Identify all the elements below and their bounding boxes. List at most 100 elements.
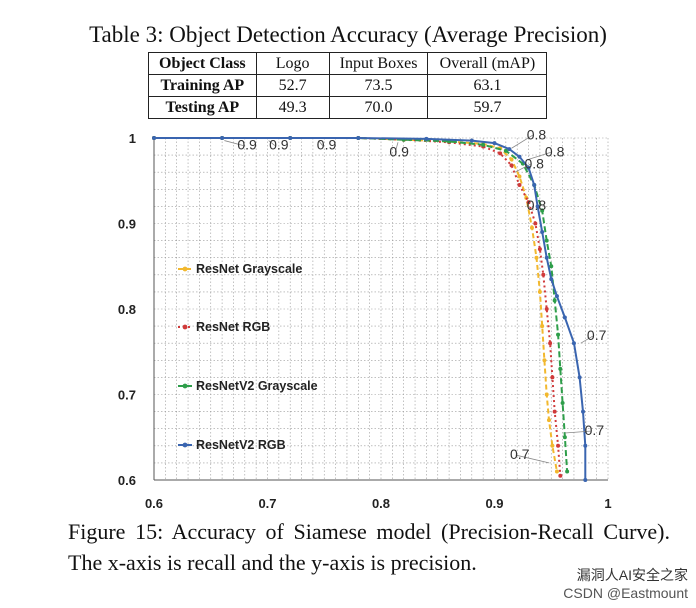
- annotation-label: 0.8: [527, 197, 547, 213]
- series-point-1: [541, 272, 546, 277]
- series-point-2: [560, 401, 565, 406]
- annotation-label: 0.7: [587, 327, 607, 343]
- series-point-3: [571, 341, 576, 346]
- annotation-pointer: [564, 430, 591, 434]
- series-point-1: [552, 409, 557, 414]
- cell-logo: 49.3: [255, 96, 330, 119]
- row-label: Training AP: [148, 74, 257, 97]
- series-point-0: [544, 392, 549, 397]
- series-point-3: [152, 136, 156, 140]
- x-tick-label: 1: [604, 496, 611, 511]
- series-point-1: [509, 163, 514, 168]
- annotation-label: 0.9: [389, 143, 409, 159]
- legend-marker-1: [182, 324, 188, 330]
- figure-caption: Figure 15: Accuracy of Siamese model (Pr…: [68, 519, 670, 575]
- cell-input-boxes: 73.5: [328, 74, 429, 97]
- watermark: 漏洞人AI安全之家 CSDN @Eastmount: [563, 566, 688, 602]
- legend-marker-2: [182, 383, 188, 389]
- annotation-pointer: [394, 142, 399, 153]
- x-tick-label: 0.8: [372, 496, 390, 511]
- annotation-pointer: [268, 140, 276, 146]
- annotation-label: 0.9: [269, 137, 289, 153]
- series-point-3: [540, 230, 545, 235]
- series-point-3: [517, 154, 522, 159]
- y-tick-label: 0.7: [118, 388, 136, 403]
- annotation-label: 0.7: [585, 422, 605, 438]
- x-tick-label: 0.7: [258, 496, 276, 511]
- series-point-1: [526, 200, 531, 205]
- annotation-pointer: [515, 454, 550, 464]
- series-point-2: [565, 469, 570, 474]
- watermark-line-2: CSDN @Eastmount: [563, 585, 688, 601]
- cell-overall: 59.7: [427, 96, 548, 119]
- series-point-3: [554, 294, 559, 299]
- y-tick-label: 0.9: [118, 217, 136, 232]
- series-point-2: [540, 208, 545, 213]
- series-point-1: [558, 473, 563, 478]
- series-line-3: [154, 137, 587, 480]
- series-point-0: [517, 174, 522, 179]
- series-point-0: [509, 157, 514, 162]
- series-point-3: [526, 165, 531, 170]
- series-point-1: [517, 183, 522, 188]
- table-row: Testing AP 49.3 70.0 59.7: [148, 96, 548, 119]
- series-point-1: [544, 307, 549, 311]
- series-point-3: [507, 147, 512, 152]
- results-table: Object Class Logo Input Boxes Overall (m…: [148, 52, 548, 119]
- series-point-2: [481, 142, 486, 147]
- annotation-label: 0.8: [527, 126, 547, 142]
- series-point-0: [546, 418, 551, 423]
- series-point-1: [548, 341, 553, 346]
- series-point-2: [556, 332, 561, 337]
- legend-marker-0: [182, 266, 188, 272]
- series-point-3: [581, 409, 586, 414]
- series-line-1: [154, 137, 562, 476]
- series-point-2: [562, 435, 567, 440]
- series-line-0: [154, 137, 558, 472]
- series-point-3: [562, 315, 567, 320]
- series-point-3: [469, 138, 474, 143]
- series-point-1: [533, 221, 538, 226]
- series-point-0: [534, 255, 539, 260]
- series-point-2: [544, 238, 549, 243]
- header-overall: Overall (mAP): [427, 52, 548, 75]
- annotation-label: 0.8: [524, 155, 544, 171]
- annotation-label: 0.9: [237, 137, 257, 153]
- series-line-2: [154, 137, 569, 472]
- series-point-1: [550, 375, 555, 380]
- table-header-row: Object Class Logo Input Boxes Overall (m…: [148, 52, 548, 75]
- annotation-pointer: [528, 152, 551, 160]
- series-point-3: [356, 136, 361, 140]
- legend-marker-3: [182, 442, 188, 448]
- series-point-3: [288, 136, 293, 140]
- series-point-3: [583, 478, 588, 482]
- series-point-0: [529, 225, 534, 230]
- series-point-3: [220, 136, 225, 140]
- annotation-pointer: [318, 140, 323, 146]
- annotation-label: 0.9: [317, 137, 337, 153]
- series-point-0: [554, 469, 559, 474]
- precision-recall-chart: 0.6 0.7 0.8 0.9 1 0.6 0.7 0.8 0.9 1 0.9 0.9 0.9 0.9 0.…: [118, 126, 612, 511]
- annotation-label: 0.7: [510, 446, 530, 462]
- y-tick-label: 0.8: [118, 302, 136, 317]
- annotation-pointer: [224, 140, 244, 146]
- y-tick-label: 0.6: [118, 473, 136, 488]
- legend-label-2: ResNetV2 Grayscale: [196, 379, 318, 393]
- series-point-2: [552, 298, 557, 303]
- legend-label-1: ResNet RGB: [196, 320, 270, 334]
- legend-label-0: ResNet Grayscale: [196, 262, 302, 276]
- series-point-3: [577, 375, 582, 380]
- legend-label-3: ResNetV2 RGB: [196, 438, 286, 452]
- series-point-3: [549, 277, 554, 282]
- series-point-0: [540, 324, 545, 329]
- series-point-3: [532, 183, 537, 188]
- y-tick-label: 1: [129, 131, 136, 146]
- annotation-pointer: [580, 335, 593, 344]
- annotation-label: 0.8: [545, 143, 565, 159]
- annotation-pointer: [511, 134, 533, 149]
- series-point-2: [558, 366, 563, 371]
- series-point-1: [537, 247, 542, 252]
- cell-input-boxes: 70.0: [328, 96, 429, 119]
- series-point-3: [535, 204, 540, 209]
- watermark-line-1: 漏洞人AI安全之家: [576, 567, 688, 583]
